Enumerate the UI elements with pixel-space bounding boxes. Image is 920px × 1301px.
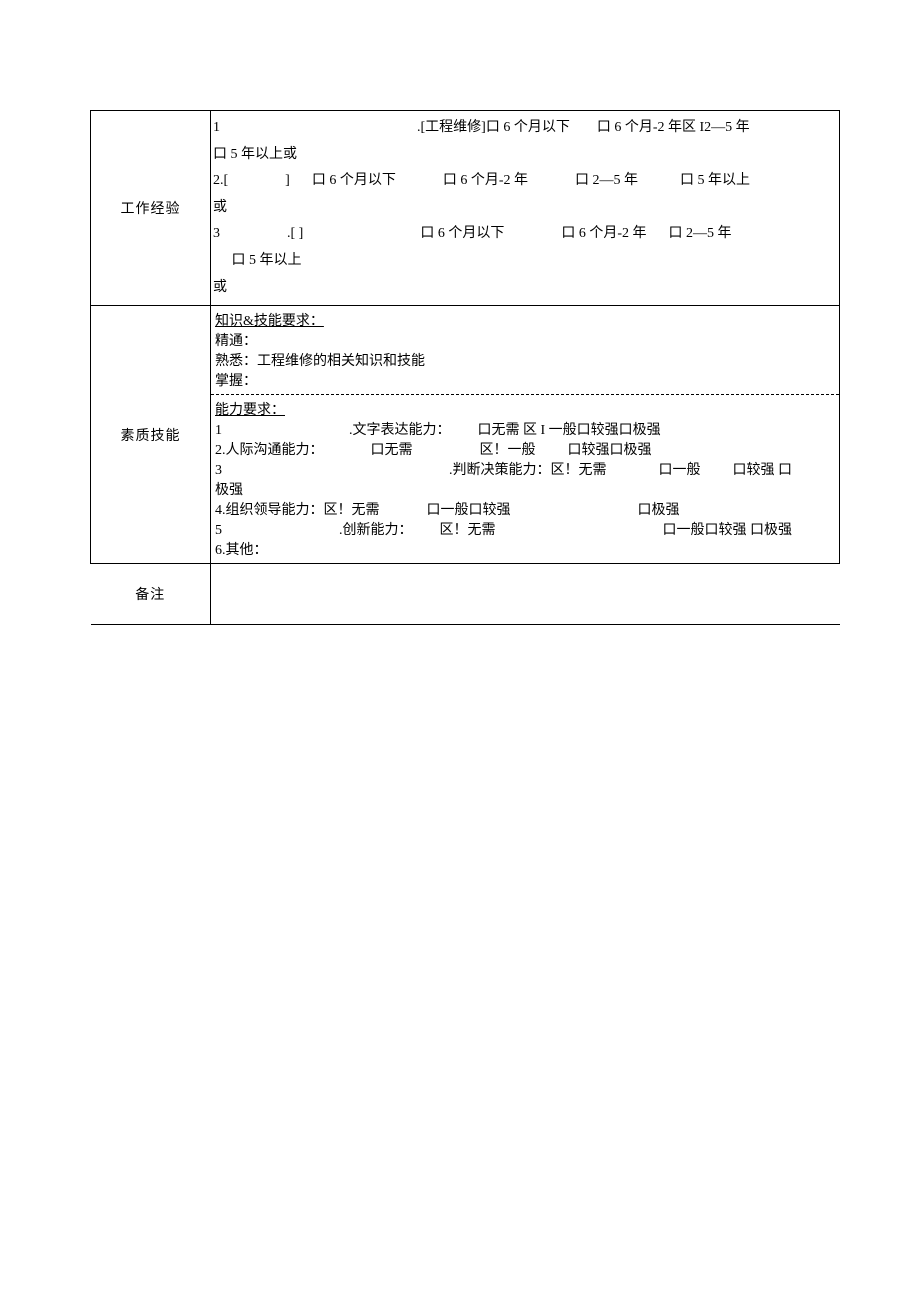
we-l1b: .[工程维修]口 6 个月以下	[417, 120, 570, 135]
we-l3d: 口 6 个月-2 年	[561, 226, 646, 241]
we-l2a: 2.[	[213, 173, 228, 188]
row-skills: 素质技能 知识&技能要求： 精通： 熟悉：工程维修的相关知识和技能 掌握：	[91, 306, 840, 564]
a4b: 口一般口较强	[427, 503, 511, 518]
label-remarks: 备注	[91, 564, 211, 625]
label-skills: 素质技能	[91, 306, 211, 564]
a3a: 3	[215, 463, 222, 478]
we-l1a: 1	[213, 120, 220, 135]
a5d: 口一般口较强 口极强	[663, 523, 793, 538]
a3c: 口一般	[659, 463, 701, 478]
we-l2e: 口 2—5 年	[575, 173, 638, 188]
we-l3b: .[ ]	[287, 226, 303, 241]
a3e: 极强	[215, 483, 243, 498]
we-l3a: 3	[213, 226, 220, 241]
we-l2or: 或	[213, 200, 227, 215]
we-l3or: 或	[213, 280, 227, 295]
a5c: 区！无需	[440, 523, 496, 538]
we-l2c: 口 6 个月以下	[312, 173, 396, 188]
a3d: 口较强 口	[733, 463, 793, 478]
k-familiar: 熟悉：工程维修的相关知识和技能	[215, 350, 835, 370]
job-spec-table: 工作经验 1 .[工程维修]口 6 个月以下 口 6 个月-2 年区 I2—5 …	[90, 110, 840, 625]
content-skills: 知识&技能要求： 精通： 熟悉：工程维修的相关知识和技能 掌握： 能力要求： 1	[211, 306, 840, 564]
content-work-experience: 1 .[工程维修]口 6 个月以下 口 6 个月-2 年区 I2—5 年 口 5…	[211, 111, 840, 306]
row-remarks: 备注	[91, 564, 840, 625]
a5a: 5	[215, 523, 222, 538]
we-l2d: 口 6 个月-2 年	[443, 173, 528, 188]
a2b: 口无需	[371, 443, 413, 458]
ability-header: 能力要求：	[215, 403, 285, 418]
k-grasp: 掌握：	[215, 370, 835, 390]
we-l2f: 口 5 年以上	[680, 173, 750, 188]
we-l2b: ]	[285, 173, 290, 188]
row-work-experience: 工作经验 1 .[工程维修]口 6 个月以下 口 6 个月-2 年区 I2—5 …	[91, 111, 840, 306]
label-work-experience: 工作经验	[91, 111, 211, 306]
content-remarks	[211, 564, 840, 625]
a2a: 2.人际沟通能力：	[215, 443, 324, 458]
k-master: 精通：	[215, 330, 835, 350]
a5b: .创新能力：	[339, 523, 413, 538]
we-l3c: 口 6 个月以下	[420, 226, 504, 241]
we-l3e: 口 2—5 年	[669, 226, 732, 241]
a1b: .文字表达能力：	[349, 423, 451, 438]
a1a: 1	[215, 423, 222, 438]
document-page: 工作经验 1 .[工程维修]口 6 个月以下 口 6 个月-2 年区 I2—5 …	[0, 0, 920, 625]
a2d: 口较强口极强	[568, 443, 652, 458]
we-l1d: 口 5 年以上或	[213, 147, 297, 162]
we-l1c: 口 6 个月-2 年区 I2—5 年	[597, 120, 750, 135]
a2c: 区！一般	[480, 443, 536, 458]
knowledge-header: 知识&技能要求：	[215, 314, 324, 329]
a1c: 口无需 区 I 一般口较强口极强	[478, 423, 661, 438]
a3b: .判断决策能力：区！无需	[449, 463, 607, 478]
a4a: 4.组织领导能力：区！无需	[215, 503, 380, 518]
we-l3f: 口 5 年以上	[232, 253, 302, 268]
a6: 6.其他：	[215, 539, 835, 559]
a4c: 口极强	[638, 503, 680, 518]
